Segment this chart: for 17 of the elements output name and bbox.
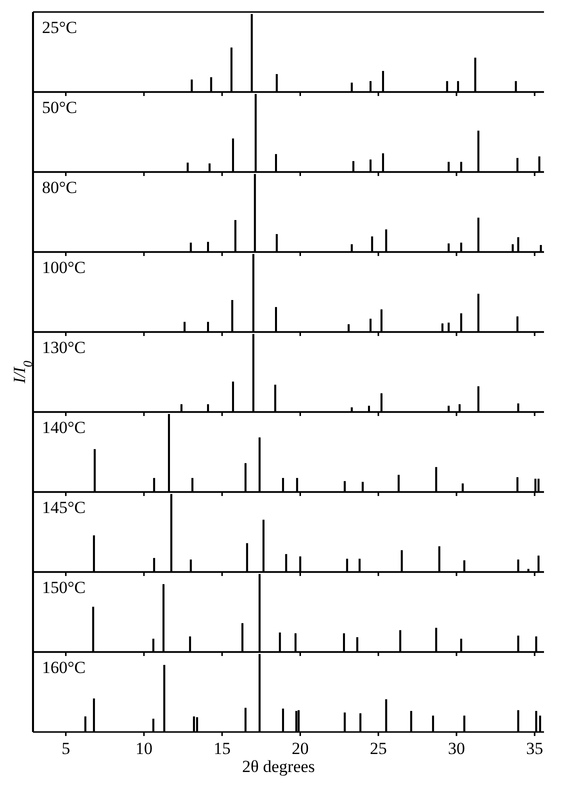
chart-title: 80°C <box>42 178 78 197</box>
chart-title: 140°C <box>42 418 86 437</box>
x-tick-label: 35 <box>526 739 544 758</box>
x-tick-label: 25 <box>370 739 387 758</box>
chart-title: 130°C <box>42 338 86 357</box>
chart-title: 50°C <box>42 98 78 117</box>
chart-title: 25°C <box>42 18 78 37</box>
chart-title: 100°C <box>42 258 86 277</box>
chart-title: 145°C <box>42 498 86 517</box>
x-tick-label: 30 <box>448 739 465 758</box>
x-tick-label: 10 <box>135 739 152 758</box>
chart-title: 160°C <box>42 658 86 677</box>
chart-title: 150°C <box>42 578 86 597</box>
x-tick-label: 5 <box>62 739 70 758</box>
x-tick-label: 15 <box>214 739 231 758</box>
x-axis-title: 2θ degrees <box>242 757 315 776</box>
x-tick-label: 20 <box>292 739 309 758</box>
